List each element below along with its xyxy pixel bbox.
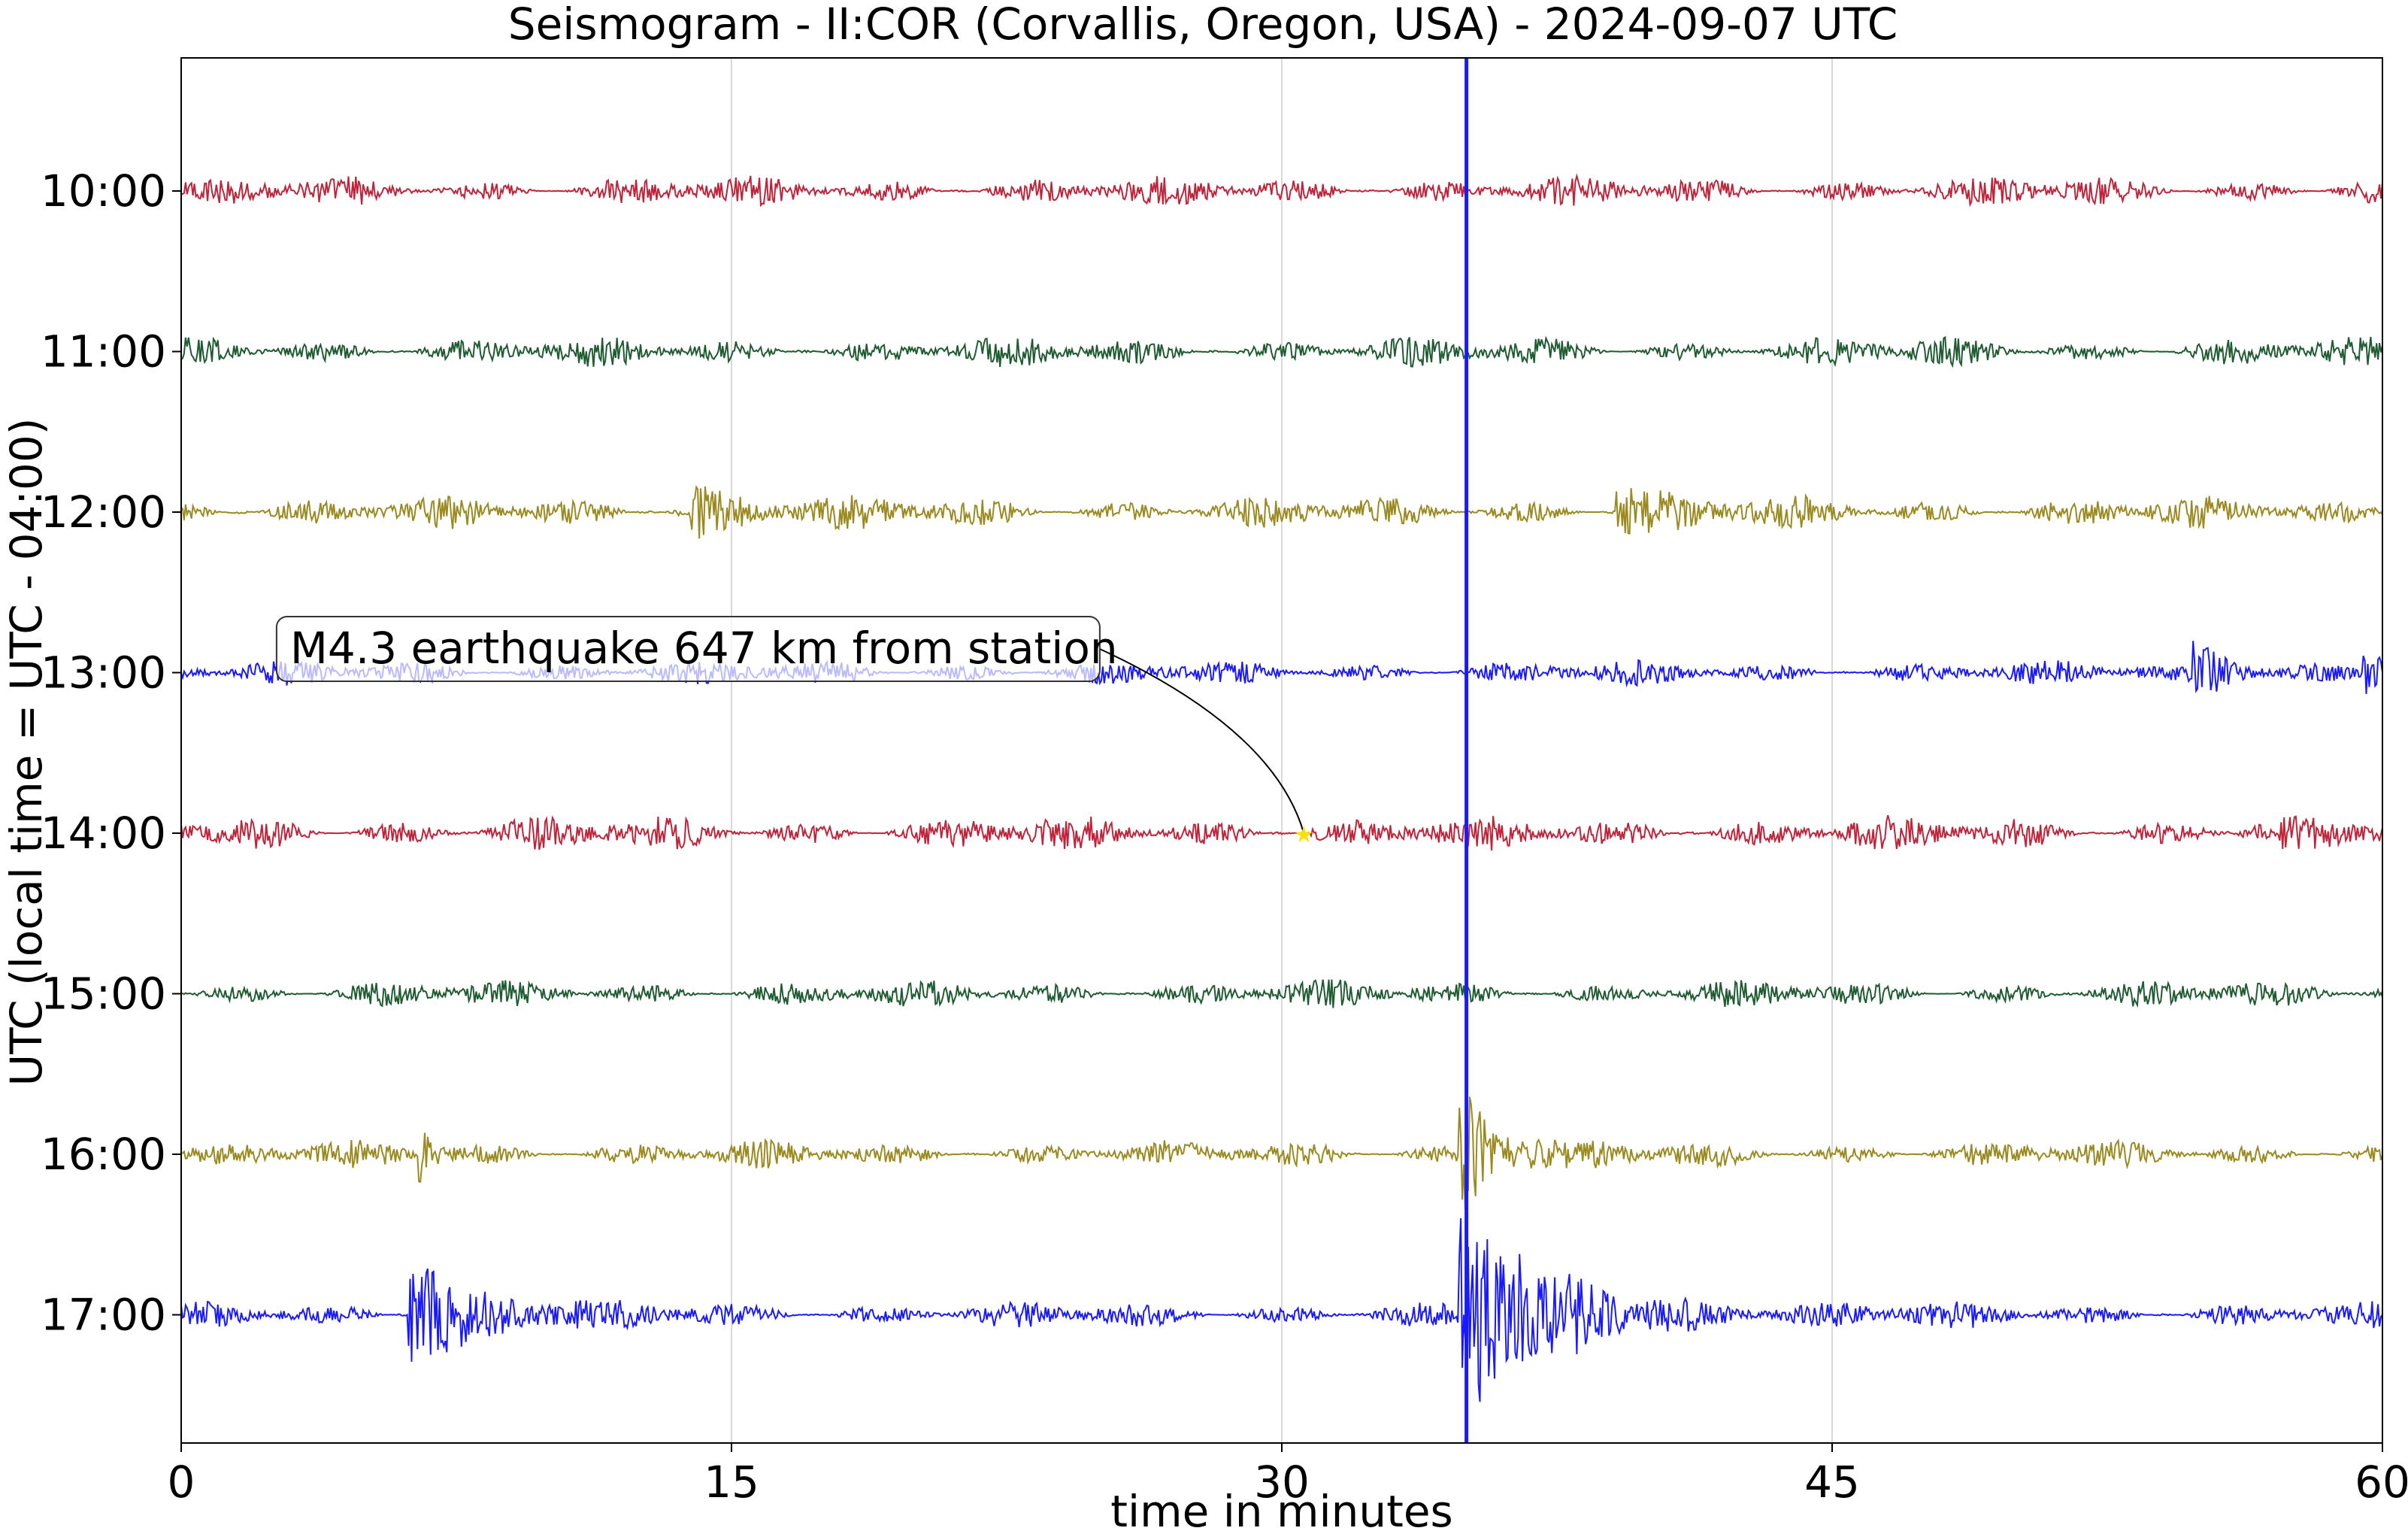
y-axis-label: UTC (local time = UTC - 04:00) bbox=[1, 418, 52, 1087]
annotation-text: M4.3 earthquake 647 km from station bbox=[290, 623, 1118, 674]
trace-1100 bbox=[180, 335, 2383, 368]
x-tick-label: 0 bbox=[168, 1457, 195, 1508]
annotation-box bbox=[275, 616, 1101, 682]
y-axis-ticks: 10:00 11:00 12:00 13:00 14:00 15:00 16:00 17:00 bbox=[41, 165, 181, 1341]
vertical-gridlines bbox=[731, 58, 1833, 1443]
y-tick-label: 17:00 bbox=[41, 1290, 166, 1341]
y-tick-label: 11:00 bbox=[41, 326, 166, 377]
x-tick-label: 45 bbox=[1804, 1457, 1860, 1508]
trace-1400 bbox=[180, 814, 2383, 851]
chart-title: Seismogram - II:COR (Corvallis, Oregon, … bbox=[508, 0, 1898, 50]
annotation-arrow bbox=[1099, 648, 1305, 834]
y-tick-label: 14:00 bbox=[41, 808, 166, 859]
earthquake-annotation: M4.3 earthquake 647 km from station ★ bbox=[275, 616, 1314, 848]
trace-1600 bbox=[180, 1096, 2383, 1210]
y-tick-label: 16:00 bbox=[41, 1129, 166, 1180]
trace-1700 bbox=[180, 1218, 2383, 1402]
x-axis-ticks: 0 15 30 45 60 bbox=[168, 1443, 2408, 1508]
star-icon: ★ bbox=[1294, 822, 1314, 848]
x-tick-label: 60 bbox=[2355, 1457, 2408, 1508]
y-tick-label: 15:00 bbox=[41, 969, 166, 1020]
y-tick-label: 10:00 bbox=[41, 165, 166, 217]
x-tick-label: 15 bbox=[704, 1457, 759, 1508]
x-tick-label: 30 bbox=[1254, 1457, 1310, 1508]
y-tick-label: 13:00 bbox=[41, 647, 166, 699]
x-axis-label: time in minutes bbox=[1110, 1486, 1453, 1537]
y-tick-label: 12:00 bbox=[41, 487, 166, 538]
trace-1500 bbox=[180, 979, 2383, 1008]
trace-1200 bbox=[180, 485, 2383, 539]
trace-1000 bbox=[180, 173, 2383, 208]
